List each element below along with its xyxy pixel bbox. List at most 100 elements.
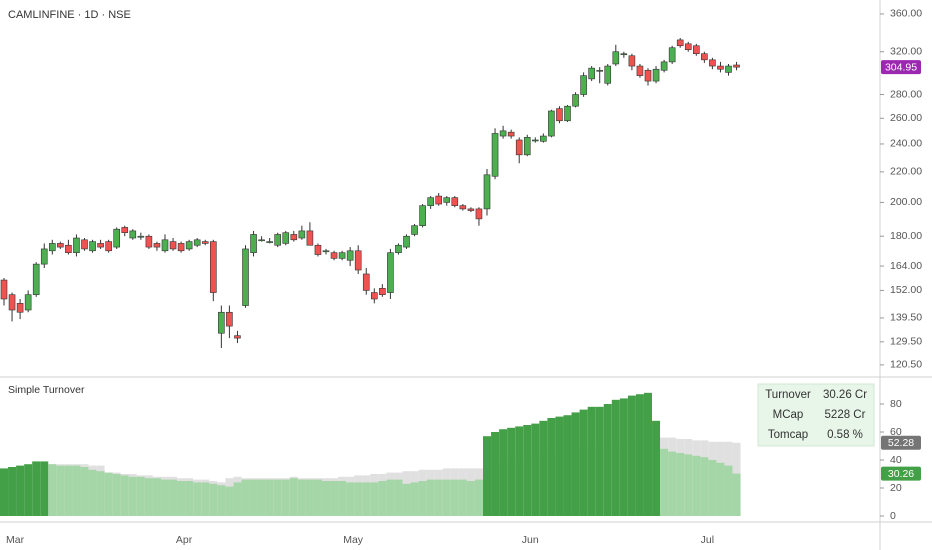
candle-body	[193, 239, 201, 246]
turnover-bar	[281, 479, 290, 516]
candle-body	[435, 195, 443, 205]
turnover-bar	[547, 418, 556, 516]
info-table	[757, 383, 875, 447]
candle-body	[515, 139, 523, 156]
candle-body	[491, 133, 499, 177]
pane-title: Simple Turnover	[8, 384, 85, 396]
candle-body	[258, 239, 265, 242]
candle-body	[475, 208, 483, 220]
turnover-bar	[700, 457, 709, 516]
turnover-bar	[313, 479, 322, 516]
candle-body	[370, 292, 378, 300]
candle-body	[564, 105, 571, 122]
candle-body	[314, 244, 322, 255]
candle-body	[395, 244, 402, 253]
y-tick-label: 164.00	[890, 260, 922, 272]
turnover-bar	[627, 395, 636, 516]
turnover-bar	[330, 480, 339, 516]
last-value-label: 30.26	[888, 468, 914, 480]
candle-body	[210, 241, 217, 293]
candle-body	[48, 243, 56, 252]
turnover-bar	[724, 465, 733, 516]
turnover-bar	[362, 482, 371, 516]
turnover-bar	[120, 475, 129, 516]
turnover-bar	[635, 394, 644, 516]
candle-body	[282, 232, 290, 244]
table-value: 30.26 Cr	[823, 389, 867, 401]
table-value: 5228 Cr	[825, 409, 866, 421]
candle-body	[121, 227, 129, 233]
candle-body	[701, 53, 708, 61]
turnover-bar	[474, 479, 483, 516]
x-tick-label: Jul	[701, 534, 714, 546]
candle-body	[57, 243, 64, 248]
candle-body	[177, 243, 185, 252]
candle-body	[113, 228, 120, 248]
candle-body	[322, 250, 330, 253]
turnover-bar	[466, 480, 475, 516]
y-tick-label: 80	[890, 398, 902, 410]
candle-body	[161, 239, 169, 252]
candle-body	[201, 241, 209, 244]
candle-body	[169, 241, 177, 250]
candle-body	[419, 205, 426, 226]
y-tick-label: 20	[890, 482, 902, 494]
candle-body	[354, 250, 362, 271]
y-tick-label: 260.00	[890, 112, 922, 124]
last-value-label: 52.28	[888, 437, 914, 449]
turnover-bar	[587, 406, 596, 516]
turnover-bar	[410, 482, 419, 516]
y-tick-label: 40	[890, 454, 902, 466]
candle-body	[733, 64, 740, 68]
last-value-tag	[881, 466, 921, 481]
turnover-bar	[88, 469, 97, 516]
candle-body	[523, 137, 531, 156]
turnover-bar	[201, 482, 210, 516]
turnover-bar	[491, 432, 500, 516]
turnover-bar	[209, 483, 218, 516]
candle-body	[403, 235, 410, 248]
turnover-bar	[217, 485, 226, 516]
candle-body	[596, 69, 604, 72]
y-tick-label: 320.00	[890, 45, 922, 57]
candle-body	[242, 248, 249, 306]
y-tick-label: 139.50	[890, 312, 922, 324]
turnover-bar	[531, 423, 540, 516]
turnover-bar	[386, 479, 395, 516]
candle-body	[346, 250, 354, 261]
candle-body	[660, 61, 668, 71]
turnover-bar	[676, 452, 685, 516]
turnover-bar	[499, 429, 508, 516]
turnover-bar	[16, 465, 25, 516]
last-value-tag	[881, 435, 921, 450]
turnover-bar	[265, 479, 274, 516]
x-tick-label: Jun	[522, 534, 539, 546]
candle-body	[427, 197, 434, 206]
turnover-bar	[370, 482, 379, 516]
turnover-bar	[692, 455, 701, 516]
turnover-bar	[24, 464, 33, 516]
turnover-bar	[458, 479, 467, 516]
candle-body	[612, 51, 620, 65]
turnover-bar	[40, 461, 49, 516]
turnover-bar	[571, 412, 580, 516]
candle-body	[8, 294, 16, 311]
turnover-bar	[169, 479, 178, 516]
candle-body	[580, 75, 587, 95]
turnover-bar	[128, 476, 137, 516]
y-tick-label: 0	[890, 510, 896, 522]
turnover-bar	[136, 476, 145, 516]
candle-body	[145, 235, 153, 248]
turnover-bar	[450, 479, 459, 516]
candle-body	[540, 135, 547, 142]
turnover-bar	[611, 399, 620, 516]
table-label: Tomcap	[768, 429, 808, 441]
turnover-bar	[507, 427, 516, 516]
table-value: 0.58 %	[827, 429, 863, 441]
candle-body	[443, 197, 451, 203]
candle-body	[137, 235, 145, 238]
candle-body	[725, 65, 732, 73]
chart-title: CAMLINFINE · 1D · NSE	[8, 9, 131, 21]
candle-body	[483, 174, 491, 210]
candle-body	[531, 139, 539, 142]
